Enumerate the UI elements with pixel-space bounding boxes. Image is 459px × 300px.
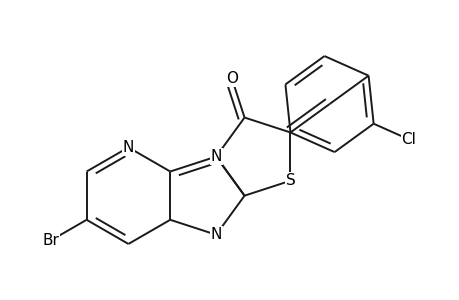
Text: N: N [123,140,134,155]
Text: Cl: Cl [401,132,415,147]
Text: N: N [210,149,221,164]
Text: O: O [225,71,237,86]
Text: Br: Br [43,233,59,248]
Text: N: N [210,227,221,242]
Text: S: S [285,173,295,188]
